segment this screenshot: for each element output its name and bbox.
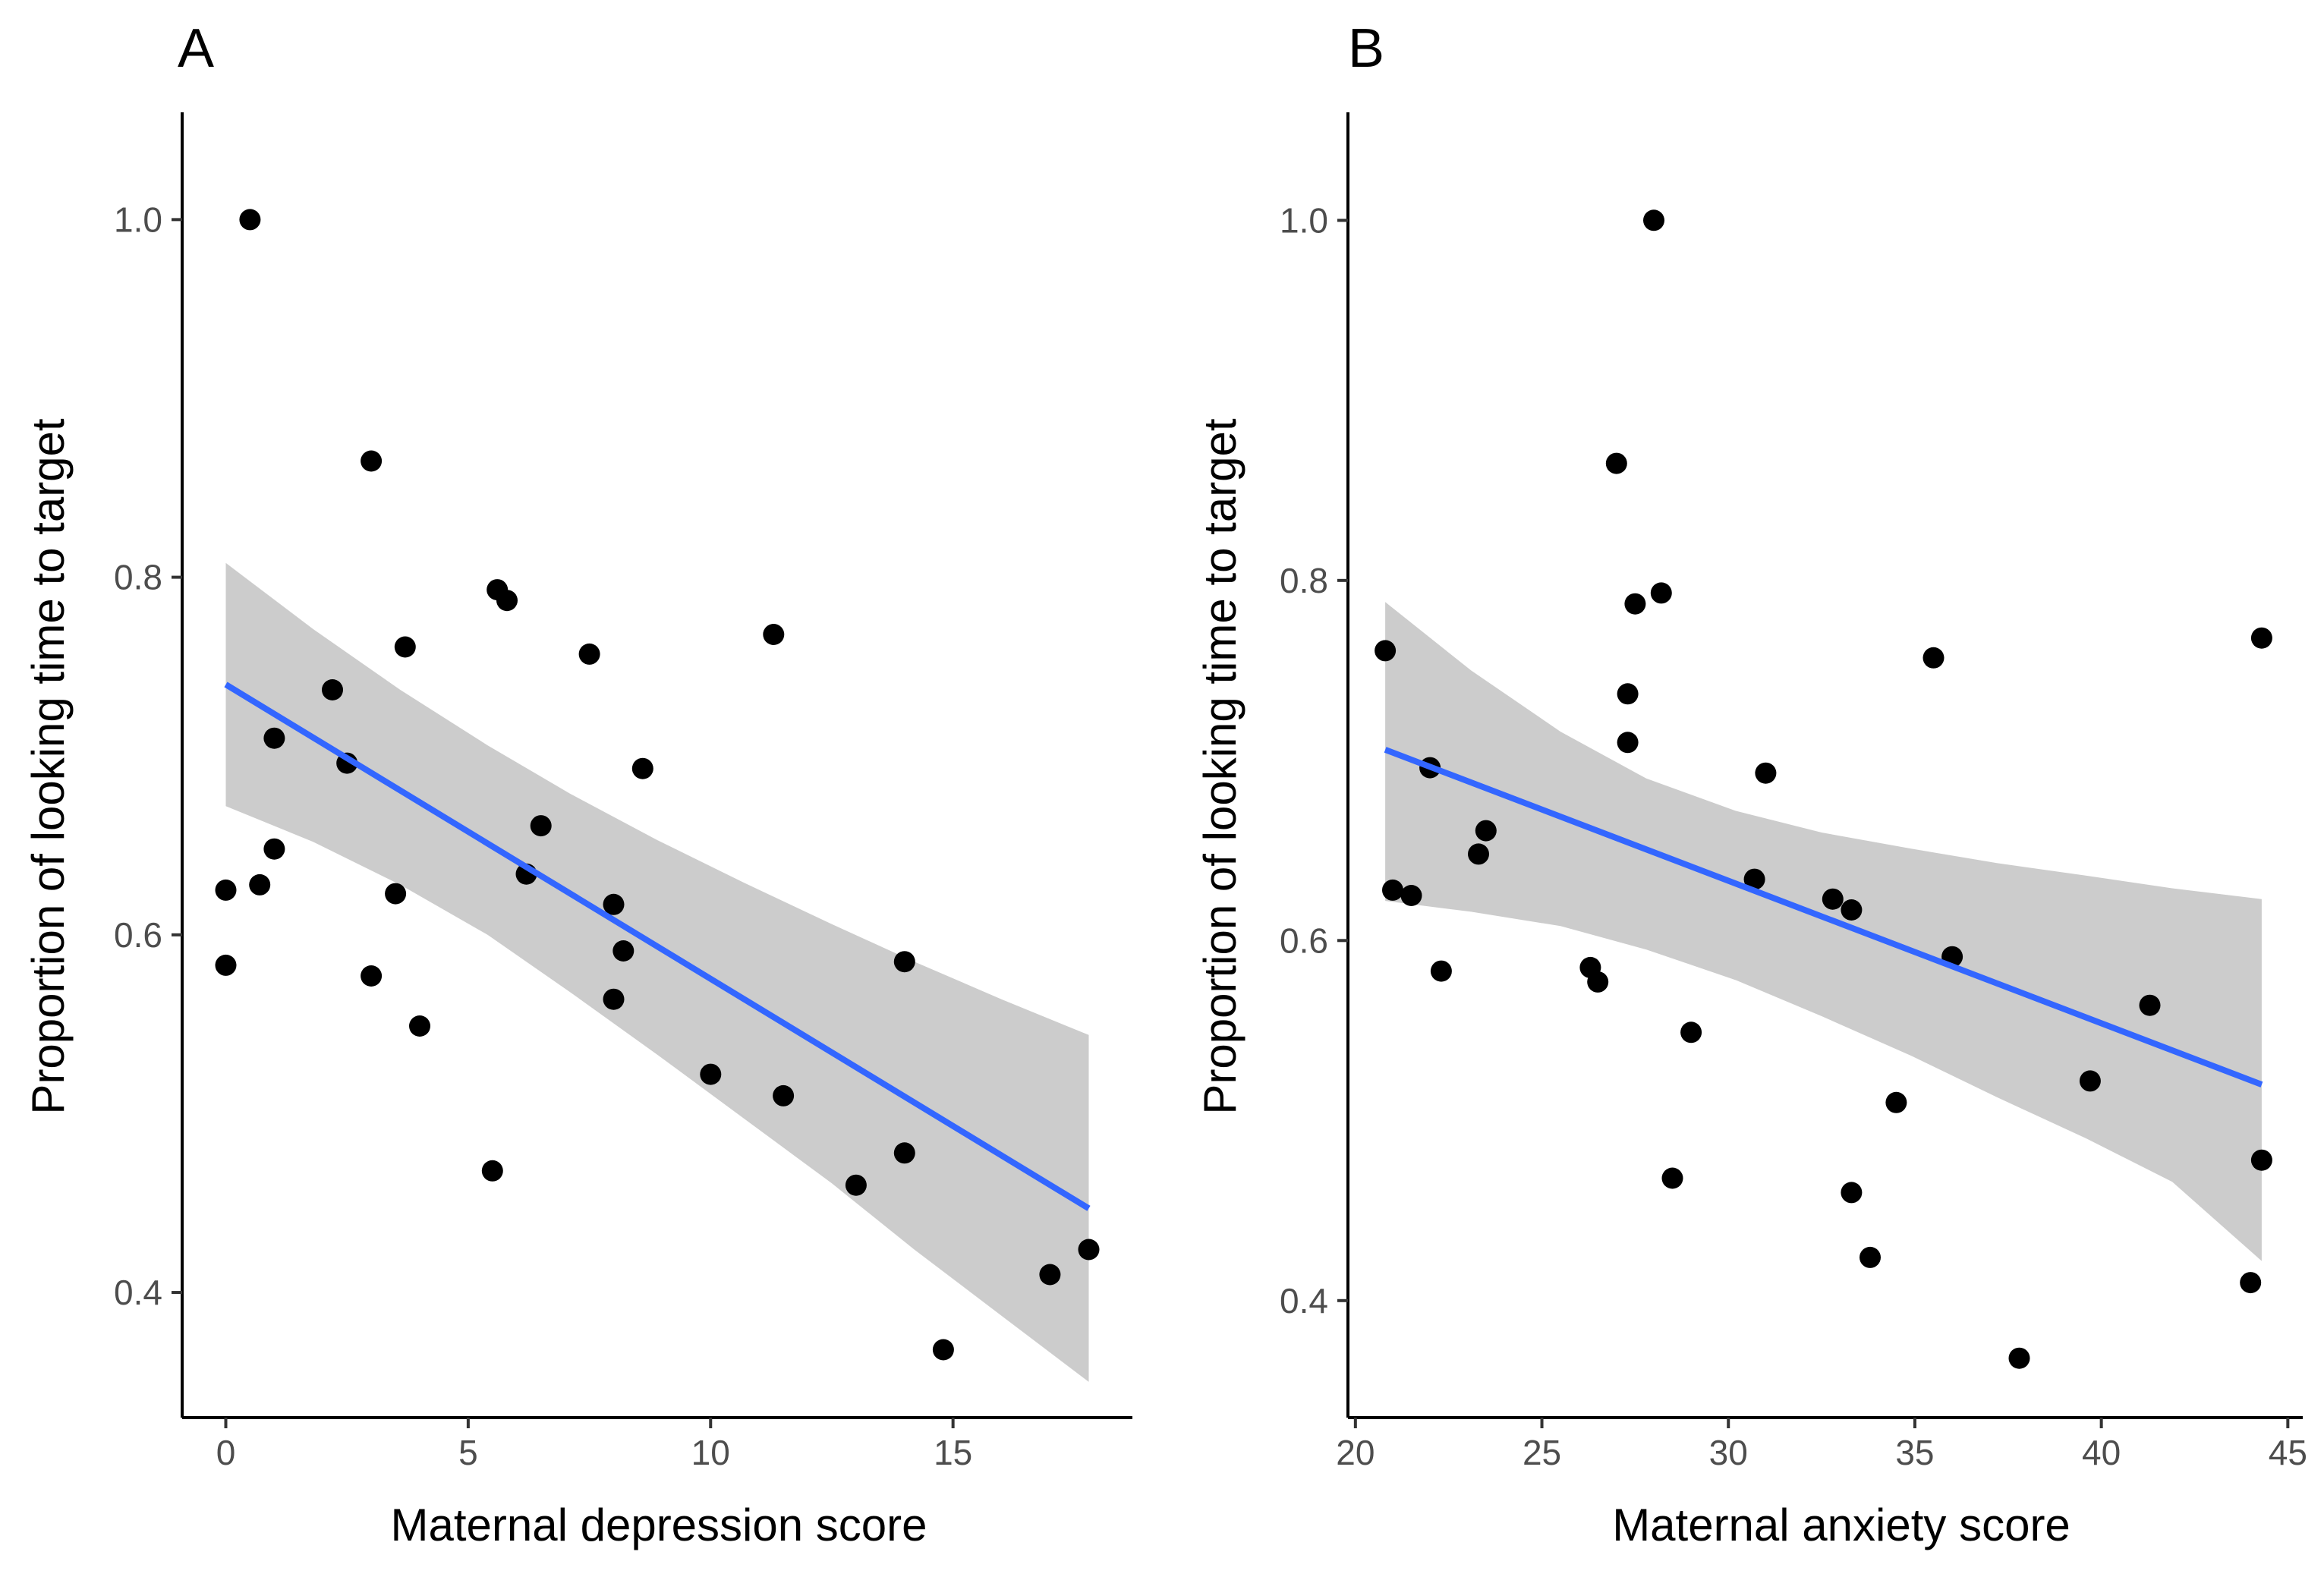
panel-a-depression-scatter: A 0 5 10 15 0.4 0.6 0.8 1.0 Maternal depression… bbox=[23, 18, 1132, 1550]
panel-a-regression-line bbox=[224, 681, 1091, 1211]
panel-a-point-8 bbox=[322, 679, 343, 700]
panel-b-point-22 bbox=[1587, 971, 1609, 993]
panel-a-point-12 bbox=[530, 815, 552, 837]
panel-b-y-tick-label-0.6: 0.6 bbox=[1280, 921, 1328, 960]
panel-b-axes bbox=[1346, 112, 2303, 1419]
panel-b-point-23 bbox=[2139, 994, 2161, 1016]
panel-a-y-tick-label-0.6: 0.6 bbox=[114, 915, 162, 955]
panel-b-point-26 bbox=[1885, 1091, 1907, 1113]
panel-b-point-30 bbox=[1860, 1246, 1881, 1268]
panel-a-x-tick-label-10: 10 bbox=[691, 1433, 730, 1472]
panel-a-point-2 bbox=[361, 450, 383, 472]
panel-b-point-4 bbox=[1624, 593, 1646, 615]
panel-b-points bbox=[1375, 209, 2272, 1369]
panel-a-axes bbox=[181, 112, 1132, 1419]
panel-b-regression-line bbox=[1384, 747, 2263, 1088]
panel-b-point-27 bbox=[2250, 1149, 2272, 1171]
panel-b-point-24 bbox=[1680, 1021, 1702, 1043]
panel-b-point-11 bbox=[1755, 762, 1777, 784]
panel-a-point-11 bbox=[631, 757, 653, 779]
panel-b-x-tick-label-25: 25 bbox=[1523, 1433, 1561, 1472]
panel-a-y-axis-title: Proportion of looking time to target bbox=[23, 418, 74, 1114]
panel-a-point-32 bbox=[932, 1339, 954, 1361]
panel-a-x-tick-label-0: 0 bbox=[216, 1433, 236, 1472]
panel-b-point-28 bbox=[1661, 1167, 1683, 1189]
panel-a-y-tick-label-1.0: 1.0 bbox=[114, 200, 162, 239]
panel-b-point-17 bbox=[1822, 888, 1844, 910]
panel-b-fit-line-group bbox=[1384, 747, 2263, 1088]
panel-b-ci-ribbon bbox=[1385, 602, 2262, 1261]
panel-b-point-12 bbox=[1475, 820, 1497, 842]
panel-a-ci-ribbon bbox=[225, 562, 1089, 1382]
panel-a-x-tick-label-15: 15 bbox=[934, 1433, 972, 1472]
panel-b-point-14 bbox=[1743, 868, 1765, 890]
panel-b-y-tick-label-1.0: 1.0 bbox=[1280, 200, 1328, 240]
panel-a-point-19 bbox=[612, 940, 635, 962]
panel-a-point-25 bbox=[700, 1063, 722, 1085]
panel-a-point-20 bbox=[893, 951, 915, 973]
panel-b-ticks: 20 25 30 35 40 45 0.4 0.6 0.8 1.0 bbox=[1280, 200, 2307, 1472]
panel-a-point-29 bbox=[845, 1174, 867, 1196]
panel-b-point-29 bbox=[1841, 1182, 1863, 1204]
panel-a-point-31 bbox=[1039, 1264, 1061, 1286]
panel-b-confidence-band bbox=[1385, 602, 2262, 1261]
panel-b-point-2 bbox=[1605, 452, 1627, 474]
panel-a-point-5 bbox=[394, 636, 416, 658]
panel-a-point-24 bbox=[409, 1015, 430, 1037]
panel-a-point-30 bbox=[1078, 1239, 1100, 1261]
panel-b-point-21 bbox=[1430, 960, 1452, 982]
panel-a-point-26 bbox=[773, 1084, 795, 1106]
panel-a-point-17 bbox=[385, 883, 407, 905]
panel-a-point-27 bbox=[893, 1142, 915, 1164]
panel-a-point-1 bbox=[239, 209, 261, 231]
panel-b-x-axis-title: Maternal anxiety score bbox=[1612, 1500, 2071, 1550]
panel-a-fit-line-group bbox=[224, 681, 1091, 1211]
panel-a-point-4 bbox=[496, 590, 518, 612]
panel-b-label: B bbox=[1348, 18, 1384, 79]
panel-a-x-tick-label-5: 5 bbox=[458, 1433, 478, 1472]
panel-a-points bbox=[215, 209, 1100, 1361]
panel-b-point-6 bbox=[1375, 640, 1397, 662]
panel-b-point-25 bbox=[2079, 1070, 2101, 1092]
panel-b-point-18 bbox=[1841, 899, 1863, 921]
panel-b-point-7 bbox=[1922, 647, 1945, 669]
panel-b-point-9 bbox=[1617, 732, 1639, 754]
panel-a-point-9 bbox=[263, 727, 285, 749]
panel-a-y-tick-label-0.4: 0.4 bbox=[114, 1273, 162, 1312]
panel-b-point-32 bbox=[2008, 1347, 2030, 1369]
panel-a-point-18 bbox=[603, 893, 625, 915]
panel-b-y-tick-label-0.4: 0.4 bbox=[1280, 1281, 1328, 1320]
panel-a-point-28 bbox=[481, 1160, 503, 1182]
panel-b-x-tick-label-40: 40 bbox=[2082, 1433, 2121, 1472]
panel-b-point-31 bbox=[2240, 1272, 2262, 1294]
panel-a-point-23 bbox=[603, 988, 625, 1010]
panel-a-point-7 bbox=[763, 624, 785, 645]
panel-b-point-3 bbox=[1650, 582, 1672, 604]
panel-b-x-tick-label-35: 35 bbox=[1895, 1433, 1934, 1472]
panel-b-x-tick-label-45: 45 bbox=[2269, 1433, 2307, 1472]
panel-a-point-13 bbox=[263, 838, 285, 860]
panel-b-point-8 bbox=[1617, 683, 1639, 705]
panel-a-point-6 bbox=[578, 643, 600, 665]
panel-a-label: A bbox=[178, 18, 214, 79]
panel-a-y-tick-label-0.8: 0.8 bbox=[114, 558, 162, 597]
panel-b-y-axis-title: Proportion of looking time to target bbox=[1195, 418, 1245, 1114]
panel-a-point-16 bbox=[215, 879, 237, 901]
panel-b-point-16 bbox=[1400, 885, 1422, 906]
panel-b-point-5 bbox=[2250, 627, 2272, 649]
panel-b-anxiety-scatter: B 20 25 30 35 40 45 0.4 0.6 0.8 1.0 Maternal anxi… bbox=[1195, 18, 2307, 1550]
panel-a-x-axis-title: Maternal depression score bbox=[390, 1500, 927, 1550]
panel-a-ticks: 0 5 10 15 0.4 0.6 0.8 1.0 bbox=[114, 200, 972, 1472]
panel-b-x-tick-label-30: 30 bbox=[1709, 1433, 1748, 1472]
panel-a-point-21 bbox=[215, 954, 237, 976]
panel-b-x-tick-label-20: 20 bbox=[1336, 1433, 1375, 1472]
panel-a-point-15 bbox=[249, 873, 271, 896]
panel-b-point-13 bbox=[1468, 843, 1489, 865]
panel-a-point-22 bbox=[361, 965, 383, 987]
panel-a-confidence-band bbox=[225, 562, 1089, 1382]
panel-b-point-15 bbox=[1382, 879, 1403, 901]
panel-b-y-tick-label-0.8: 0.8 bbox=[1280, 561, 1328, 600]
panel-b-point-1 bbox=[1643, 209, 1664, 231]
